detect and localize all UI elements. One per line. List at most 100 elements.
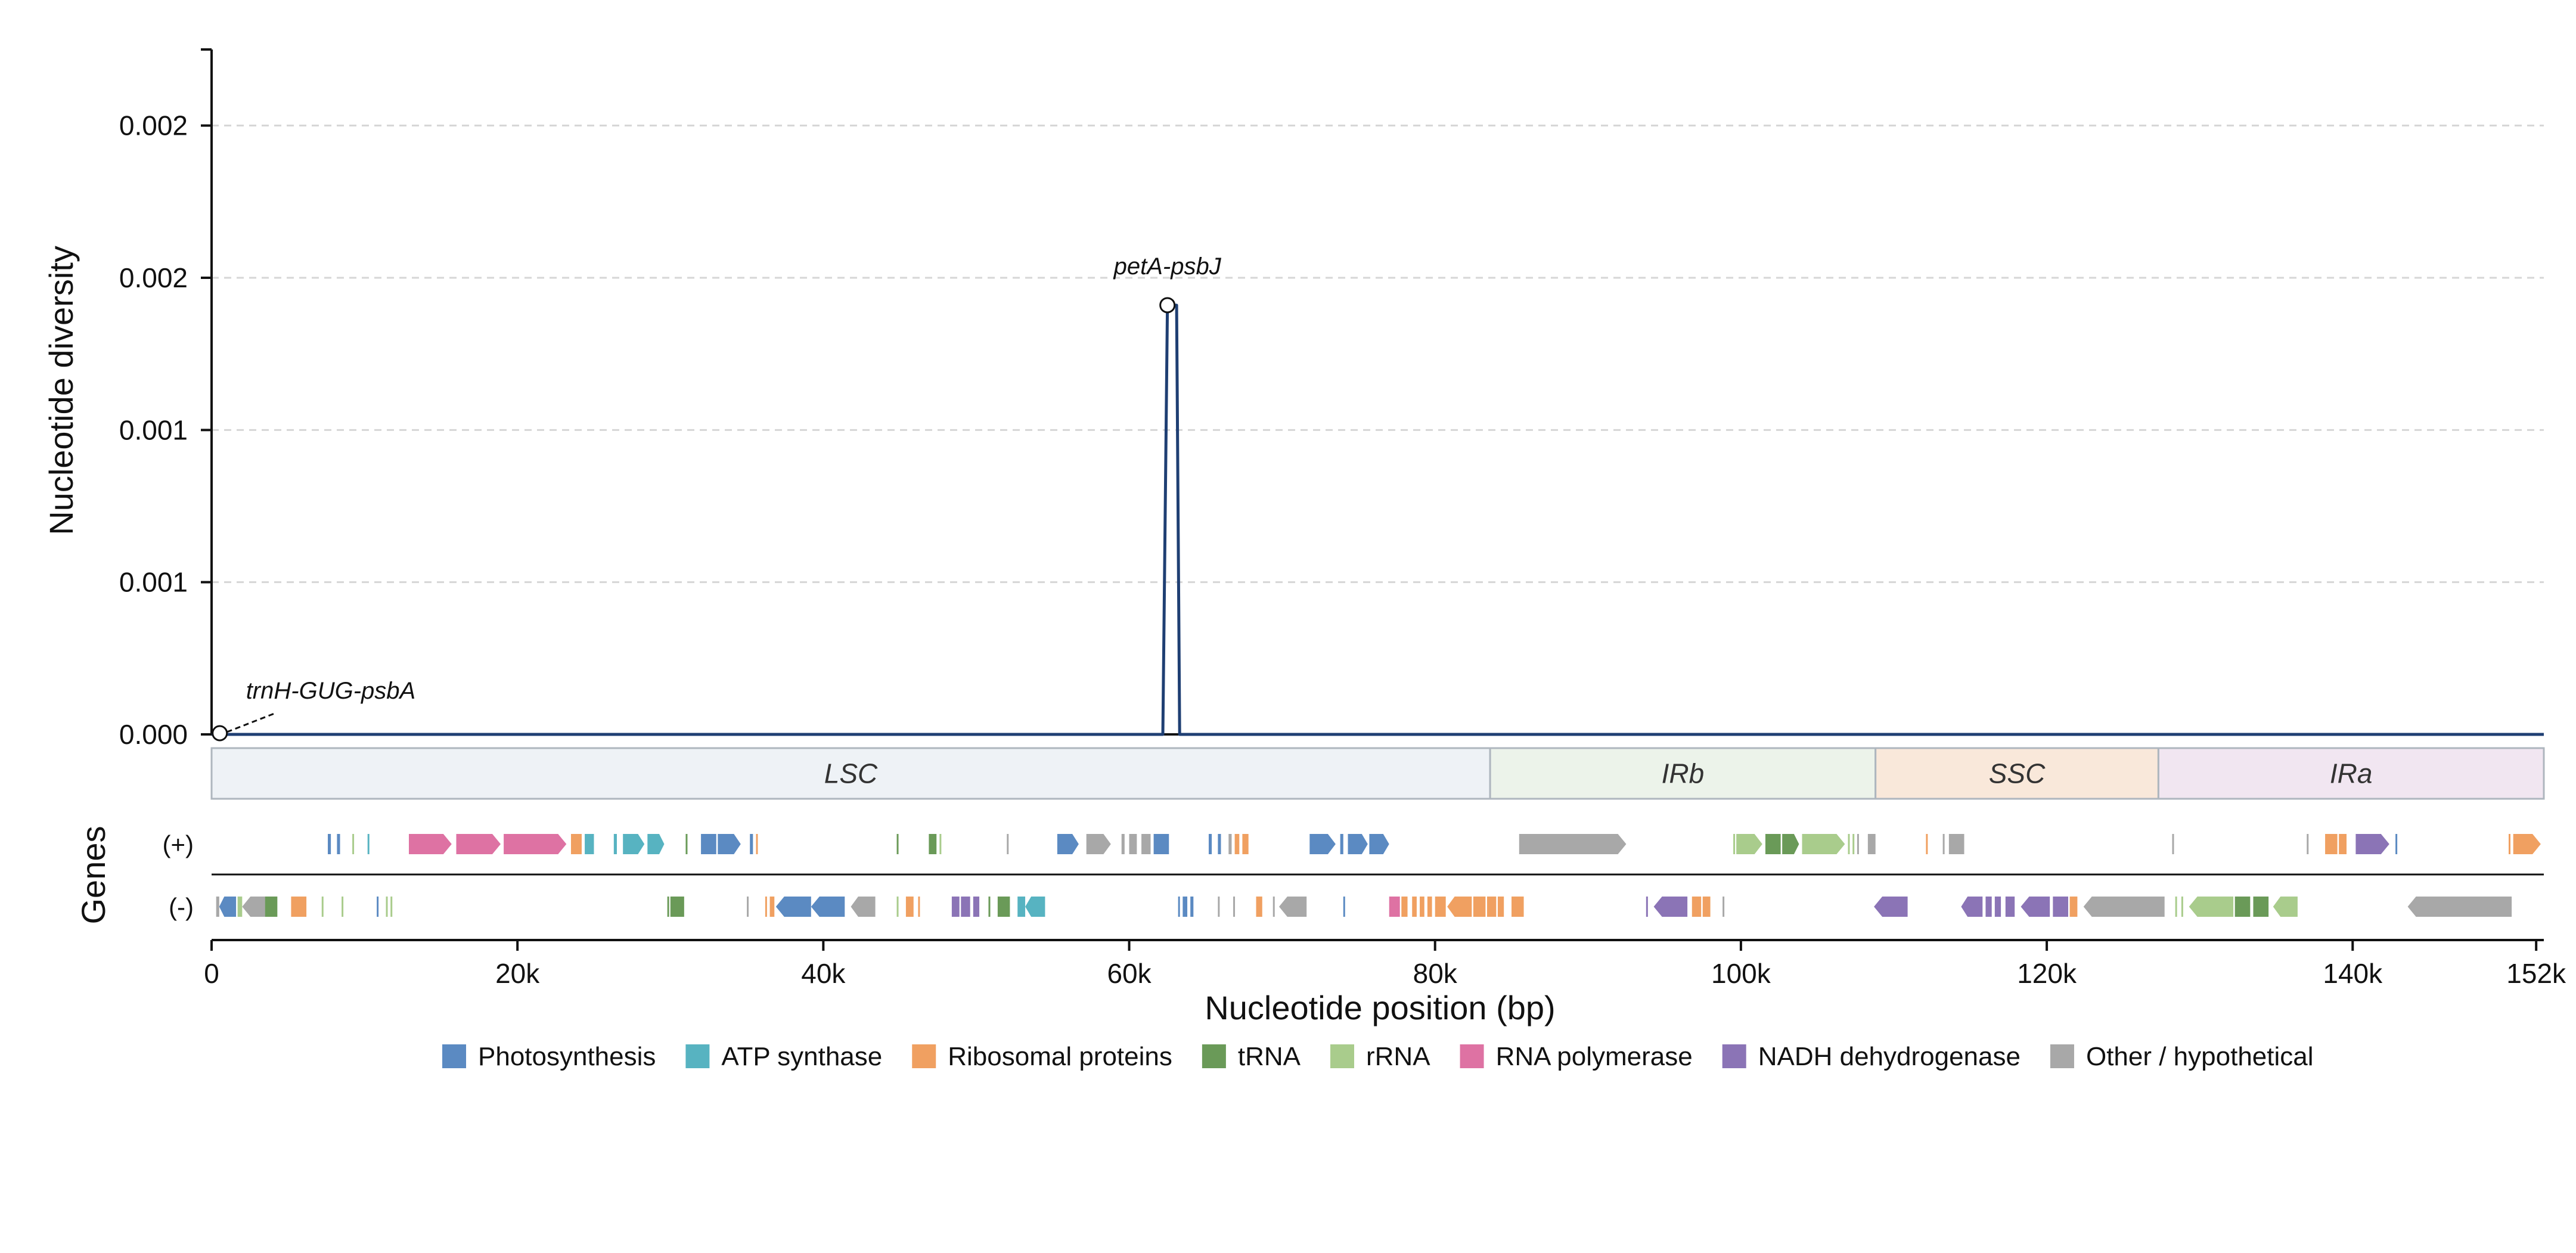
legend-label: NADH dehydrogenase <box>1758 1042 2021 1071</box>
gene-arrow <box>219 897 237 917</box>
gene-arrow <box>1942 834 1945 854</box>
gene-arrow <box>321 897 324 917</box>
gene-arrow <box>851 897 876 917</box>
legend-swatch <box>1722 1044 1746 1068</box>
gene-arrow <box>2407 897 2512 917</box>
gene-arrow <box>1057 834 1079 854</box>
gene-arrow <box>1692 897 1702 917</box>
gene-arrow <box>613 834 617 854</box>
gene-arrow <box>2005 897 2015 917</box>
gene-arrow <box>1848 834 1850 854</box>
gene-arrow <box>2053 897 2069 917</box>
gene-arrow <box>896 897 899 917</box>
gene-arrow <box>750 834 753 854</box>
gene-track-title: Genes <box>75 826 112 925</box>
x-axis-layer: 0 20k 40k 60k 80k 100k 120k 140k 152k Nucleotide … <box>204 939 2566 1026</box>
legend-label: Photosynthesis <box>478 1042 656 1071</box>
legend-label: ATP synthase <box>721 1042 882 1071</box>
y-tick-label: 0.002 <box>119 262 188 293</box>
gene-arrow <box>988 897 991 917</box>
gene-arrow <box>623 834 645 854</box>
y-tick-label: 0.000 <box>119 719 188 750</box>
annotation-label: trnH-GUG-psbA <box>246 678 416 704</box>
gene-arrow <box>939 834 942 854</box>
gene-arrow <box>1190 897 1194 917</box>
gene-arrow <box>1218 897 1220 917</box>
gene-arrow <box>765 897 767 917</box>
legend-swatch <box>1460 1044 1484 1068</box>
gene-arrow <box>685 834 688 854</box>
gene-arrow <box>1646 897 1648 917</box>
region-band <box>1874 747 2159 800</box>
gene-arrow <box>2253 897 2269 917</box>
gene-arrow <box>585 834 594 854</box>
region-band <box>210 747 1491 800</box>
gene-arrow <box>896 834 899 854</box>
gene-arrow <box>1857 834 1859 854</box>
gene-arrow <box>352 834 355 854</box>
gene-arrow <box>1420 897 1424 917</box>
y-tick-label: 0.001 <box>119 414 188 445</box>
gene-arrow <box>1782 834 1799 854</box>
gene-arrow <box>1025 897 1045 917</box>
region-band <box>1489 747 1877 800</box>
gene-arrow <box>2175 897 2177 917</box>
gene-arrow <box>1961 897 1983 917</box>
gene-arrow <box>1218 834 1221 854</box>
plus-strand-label: (+) <box>163 830 194 858</box>
gene-arrow <box>973 897 980 917</box>
x-tick-label: 140k <box>2323 958 2383 989</box>
x-tick-label: 0 <box>204 958 219 989</box>
gene-arrow <box>367 834 370 854</box>
gene-arrow <box>1874 897 1908 917</box>
region-label: SSC <box>1989 758 2046 789</box>
gene-arrow <box>1208 834 1212 854</box>
y-tick-label: 0.001 <box>119 567 188 598</box>
gene-arrow <box>2189 897 2234 917</box>
gene-arrow <box>1228 834 1232 854</box>
x-tick-label: 80k <box>1413 958 1458 989</box>
annotation-leader <box>226 712 277 733</box>
gene-arrow <box>1852 834 1855 854</box>
gene-arrow <box>1389 897 1400 917</box>
gene-arrow <box>670 897 684 917</box>
gene-arrow <box>1736 834 1762 854</box>
gene-arrow <box>1141 834 1151 854</box>
minus-strand-label: (-) <box>169 893 194 921</box>
gene-arrow <box>1948 834 1964 854</box>
gene-arrow <box>328 834 331 854</box>
gene-arrow <box>918 897 920 917</box>
x-tick-label: 40k <box>801 958 846 989</box>
gene-arrow <box>409 834 452 854</box>
legend-swatch <box>912 1044 936 1068</box>
gene-arrow <box>2069 897 2078 917</box>
gene-arrow <box>504 834 567 854</box>
gene-arrow <box>1401 897 1408 917</box>
gene-arrow <box>2083 897 2165 917</box>
gene-arrow <box>1343 897 1345 917</box>
gene-arrow <box>811 897 845 917</box>
gene-arrow <box>1427 897 1432 917</box>
gene-arrow <box>1926 834 1928 854</box>
gene-arrow <box>1733 834 1736 854</box>
gene-arrow <box>1447 897 1472 917</box>
gene-arrow <box>701 834 716 854</box>
gene-arrow <box>1435 897 1446 917</box>
gene-arrow <box>1086 834 1111 854</box>
series-line <box>212 303 2544 736</box>
x-tick-label: 60k <box>1107 958 1152 989</box>
region-label: IRa <box>2330 758 2373 789</box>
gene-arrow <box>1309 834 1336 854</box>
gene-arrow <box>1129 834 1137 854</box>
gene-arrow <box>747 897 749 917</box>
gene-arrow <box>1233 897 1236 917</box>
annotation-label: petA-psbJ <box>1113 253 1222 280</box>
x-axis-title: Nucleotide position (bp) <box>1205 989 1555 1026</box>
gene-arrow <box>1256 897 1262 917</box>
gene-arrow <box>951 897 960 917</box>
series-layer <box>212 303 2544 736</box>
gene-arrow <box>1183 897 1188 917</box>
gene-arrow <box>1486 897 1497 917</box>
gene-arrow <box>1867 834 1876 854</box>
